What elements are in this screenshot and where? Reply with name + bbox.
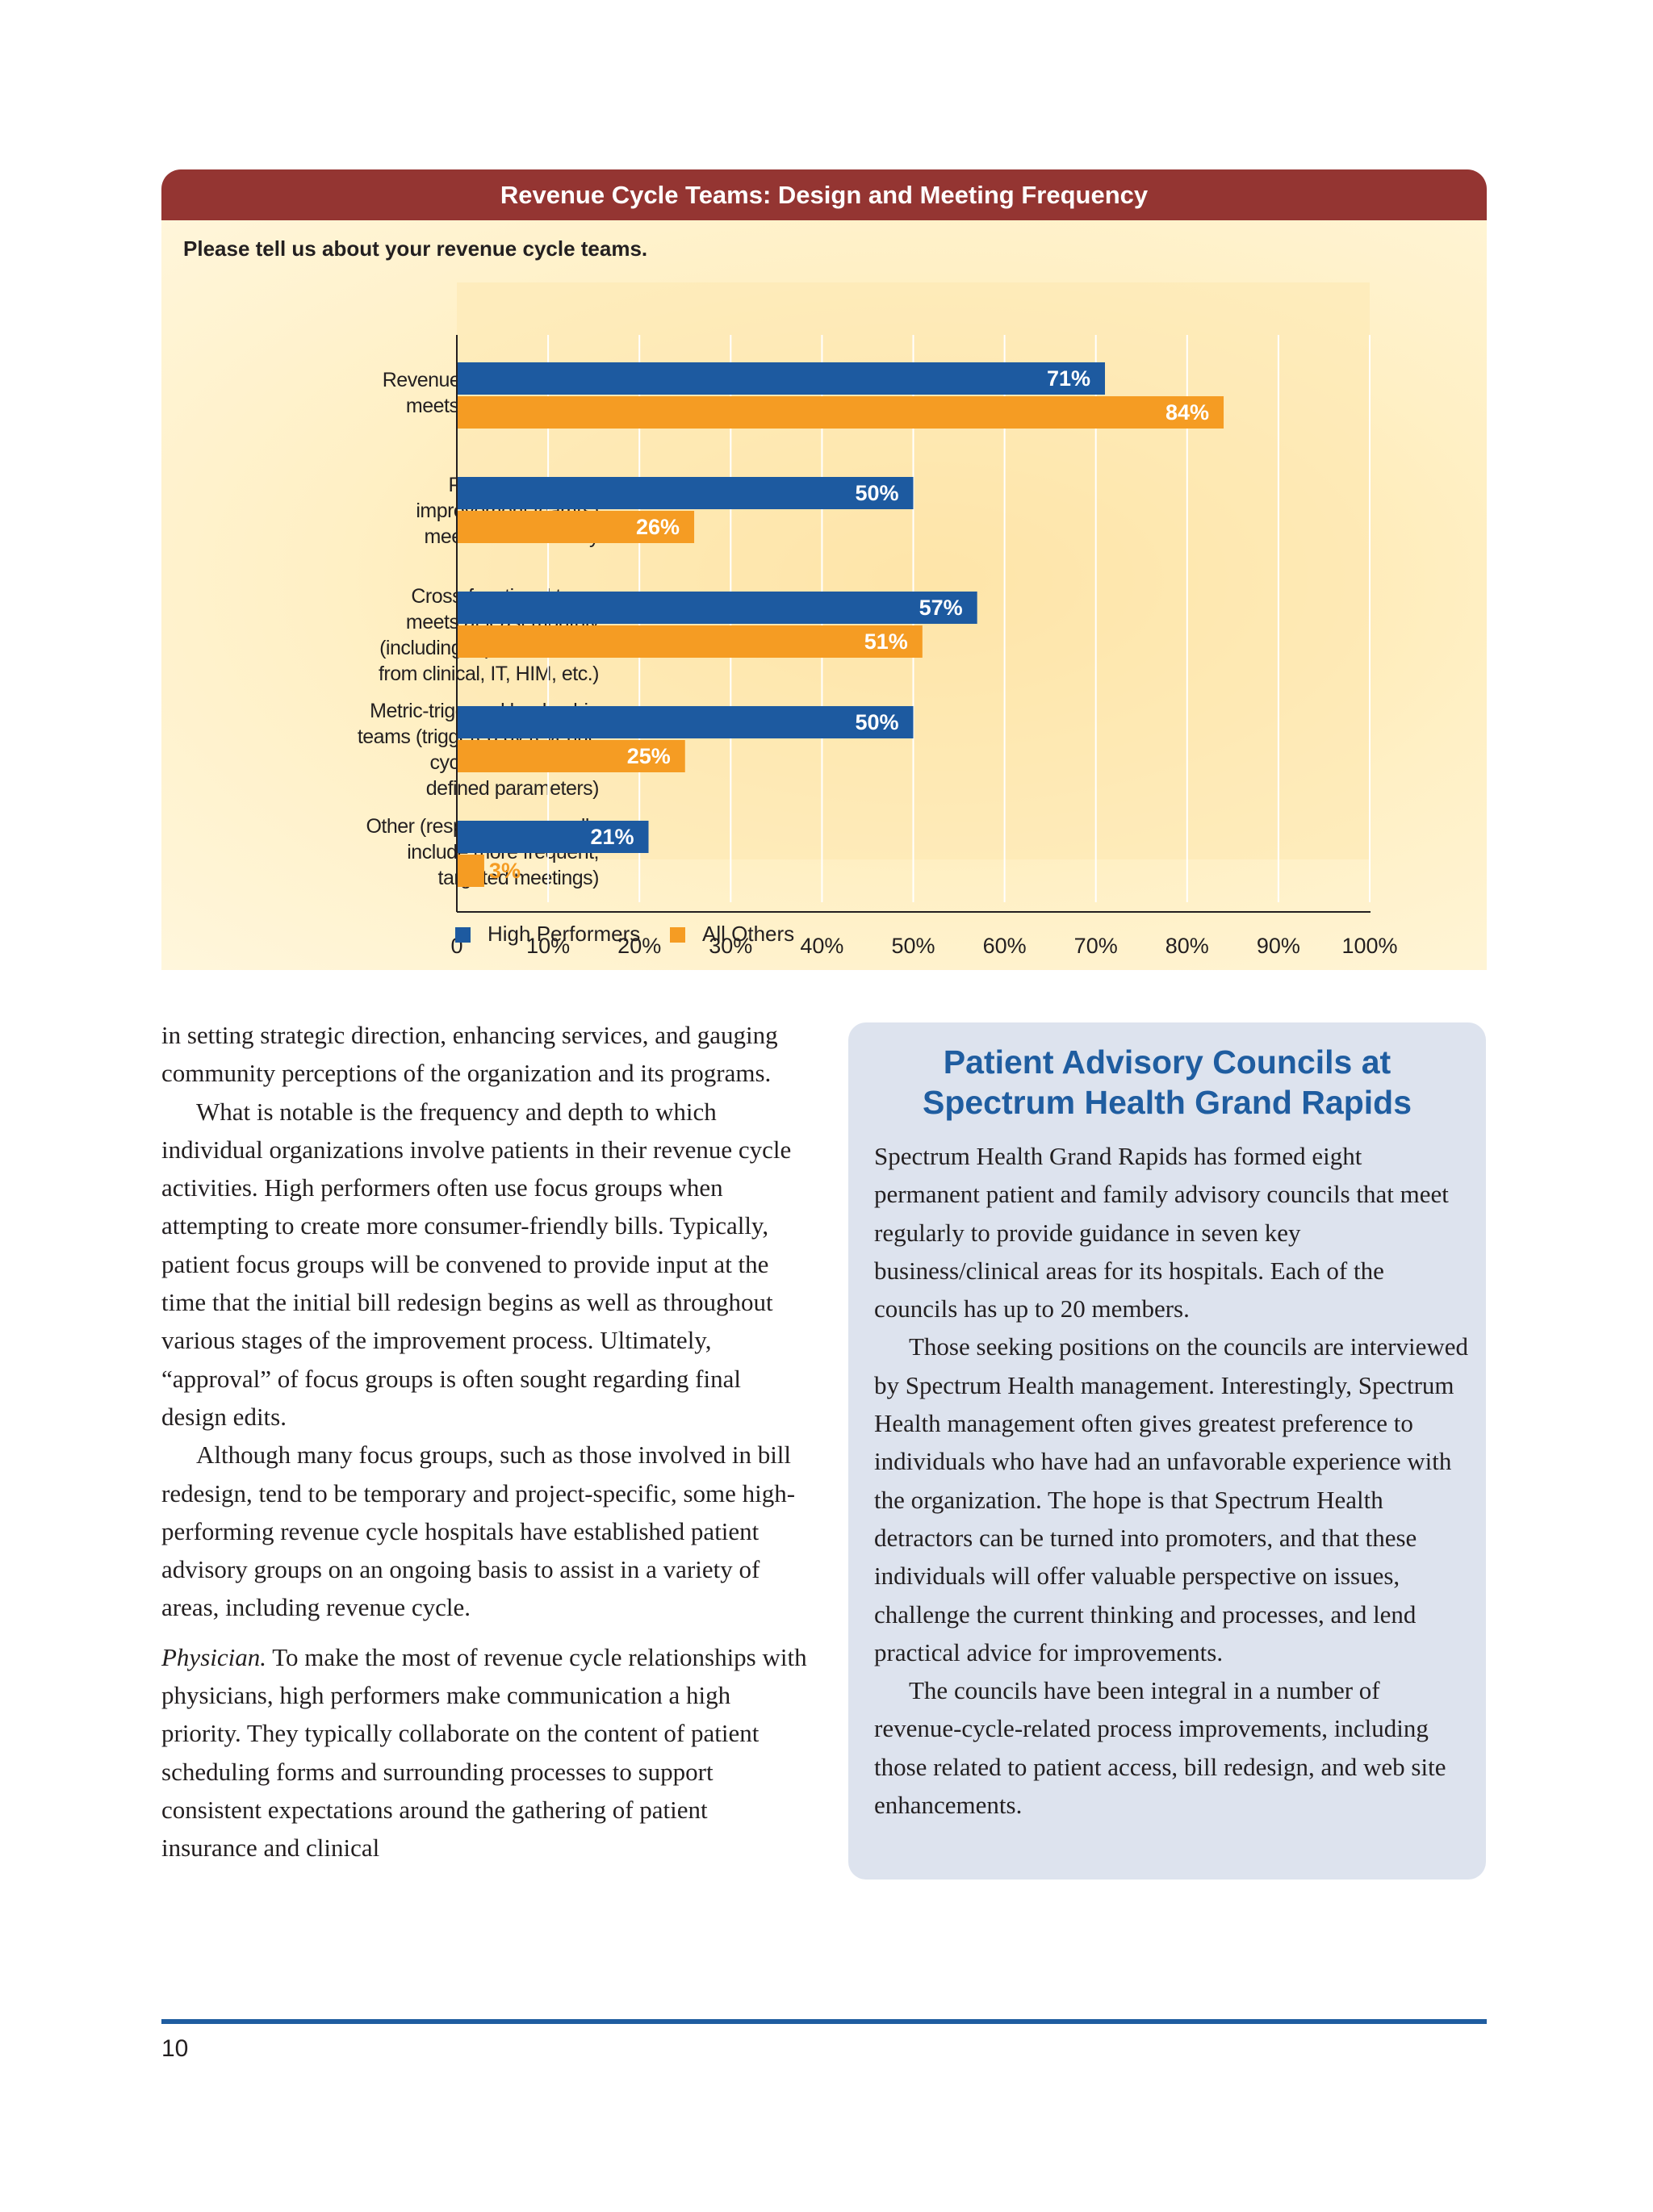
data-label: 50% — [855, 710, 898, 734]
tick-label: 10% — [526, 934, 570, 958]
footer-rule — [161, 2019, 1487, 2024]
bar-chart: 71%84%50%26%57%51%50%25%21%3%0 10% 20% 30% 4… — [450, 335, 1398, 958]
data-label: 3% — [489, 859, 521, 883]
bar-high-performers — [457, 477, 914, 509]
paragraph: Although many focus groups, such as thos… — [161, 1441, 796, 1622]
paragraph-physician: Physician. To make the most of revenue c… — [161, 1638, 807, 1867]
legend-label: High Performers — [488, 922, 641, 946]
left-column-text: in setting strategic direction, enhancin… — [161, 1016, 807, 1867]
sidebar-box: Patient Advisory Councils at Spectrum He… — [848, 1022, 1486, 1880]
legend-swatch-all-others — [670, 927, 685, 943]
tick-label: 70% — [1074, 934, 1118, 958]
paragraph: Those seeking positions on the councils … — [874, 1332, 1469, 1666]
sidebar-title-line: Patient Advisory Councils at — [943, 1043, 1391, 1081]
tick-label: 30% — [709, 934, 752, 958]
sidebar-title-line: Spectrum Health Grand Rapids — [922, 1084, 1412, 1121]
tick-label: 50% — [891, 934, 935, 958]
chart-figure: Revenue Cycle Teams: Design and Meeting … — [161, 169, 1487, 970]
run-in-heading: Physician. — [161, 1642, 266, 1671]
paragraph: Spectrum Health Grand Rapids has formed … — [874, 1142, 1449, 1323]
data-label: 51% — [864, 629, 908, 654]
tick-label: 60% — [983, 934, 1027, 958]
bar-all-others — [457, 855, 484, 887]
data-label: 26% — [636, 515, 680, 539]
paragraph: What is notable is the frequency and dep… — [161, 1097, 792, 1431]
legend-swatch-high-performers — [455, 927, 471, 943]
tick-label: 40% — [800, 934, 843, 958]
legend-item-all-others: All Others — [670, 922, 794, 947]
bar-high-performers — [457, 592, 977, 624]
bar-all-others — [457, 740, 685, 772]
paragraph-text: To make the most of revenue cycle relati… — [161, 1642, 807, 1863]
page-number: 10 — [161, 2035, 189, 2062]
data-label: 57% — [919, 596, 963, 620]
bar-all-others — [457, 625, 923, 658]
sidebar-title: Patient Advisory Councils at Spectrum He… — [848, 1042, 1486, 1123]
legend-label: All Others — [702, 922, 795, 946]
data-label: 21% — [590, 825, 634, 849]
category-label-line: defined parameters) — [425, 777, 600, 800]
chart-question: Please tell us about your revenue cycle … — [183, 236, 648, 261]
chart-title: Revenue Cycle Teams: Design and Meeting … — [161, 169, 1487, 220]
bar-all-others — [457, 396, 1224, 429]
data-label: 50% — [855, 481, 898, 505]
tick-label: 20% — [617, 934, 661, 958]
data-label: 25% — [627, 744, 671, 768]
data-label: 84% — [1165, 400, 1209, 424]
legend-item-high-performers: High Performers — [455, 922, 640, 947]
tick-label: 80% — [1165, 934, 1209, 958]
paragraph: in setting strategic direction, enhancin… — [161, 1021, 778, 1088]
bar-all-others — [457, 511, 695, 543]
bar-high-performers — [457, 821, 649, 853]
tick-label: 100% — [1341, 934, 1397, 958]
category-label-line: from clinical, IT, HIM, etc.) — [378, 663, 600, 685]
tick-label: 90% — [1257, 934, 1300, 958]
paragraph: The councils have been integral in a num… — [874, 1676, 1446, 1820]
data-label: 71% — [1047, 366, 1090, 391]
bar-high-performers — [457, 362, 1106, 395]
sidebar-text: Spectrum Health Grand Rapids has formed … — [874, 1137, 1471, 1824]
bar-high-performers — [457, 706, 914, 738]
